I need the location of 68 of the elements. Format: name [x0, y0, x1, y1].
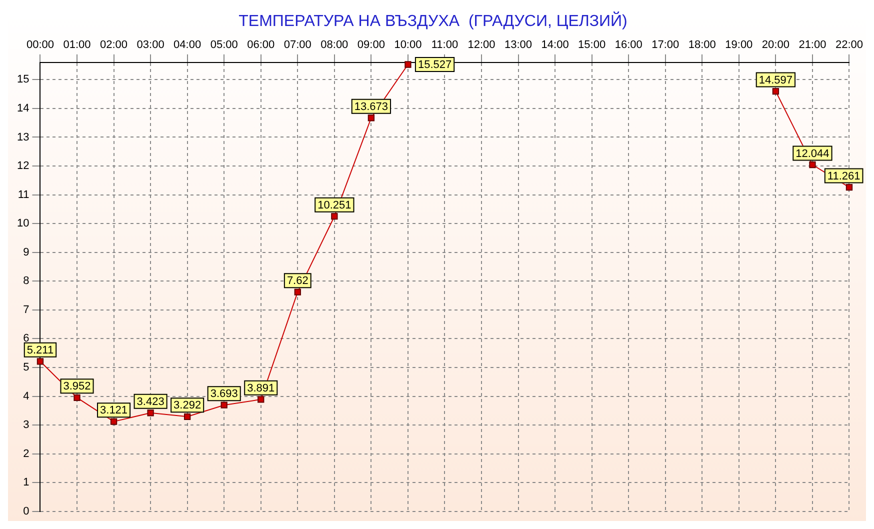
- x-tick-label: 21:00: [798, 38, 826, 51]
- x-tick-label: 06:00: [247, 38, 275, 51]
- point: [331, 213, 338, 220]
- data-label: 10.251: [318, 199, 352, 212]
- x-tick-label: 05:00: [210, 38, 238, 51]
- data-label: 5.211: [26, 344, 54, 356]
- y-tick-label: 5: [23, 362, 30, 374]
- x-tick-label: 15:00: [578, 38, 606, 51]
- y-tick-label: 13: [16, 131, 30, 144]
- point: [294, 288, 301, 296]
- x-tick-label: 18:00: [688, 38, 716, 51]
- point: [74, 394, 80, 401]
- data-label: 3.952: [63, 380, 91, 393]
- point: [110, 418, 118, 425]
- x-tick-label: 03:00: [136, 38, 164, 51]
- x-tick-label: 07:00: [284, 38, 312, 51]
- data-label: 14.597: [758, 74, 793, 86]
- y-tick-label: 11: [18, 188, 30, 201]
- data-label: 7.62: [286, 275, 308, 288]
- y-tick-label: 0: [23, 505, 30, 518]
- data-label: 3.292: [174, 400, 202, 412]
- point: [258, 396, 264, 403]
- x-tick-label: 11:00: [431, 38, 458, 51]
- y-tick-label: 6: [23, 332, 30, 345]
- y-tick-label: 10: [16, 218, 30, 230]
- y-tick-label: 8: [23, 275, 30, 288]
- x-tick-label: 13:00: [504, 38, 532, 51]
- data-label: 15.527: [418, 59, 452, 72]
- y-tick-label: 9: [23, 246, 30, 258]
- point: [36, 358, 44, 365]
- y-tick-label: 3: [23, 419, 30, 432]
- x-tick-label: 08:00: [320, 38, 348, 51]
- x-tick-label: 09:00: [357, 38, 385, 51]
- x-tick-label: 20:00: [762, 38, 790, 51]
- x-tick-label: 16:00: [614, 38, 642, 51]
- x-tick-label: 12:00: [468, 38, 496, 51]
- point: [184, 413, 191, 420]
- y-tick-label: 7: [23, 304, 30, 316]
- x-tick-label: 22:00: [835, 38, 863, 51]
- x-tick-label: 00:00: [26, 38, 54, 51]
- x-tick-label: 01:00: [63, 38, 91, 51]
- x-tick-label: 17:00: [652, 38, 680, 51]
- point: [147, 410, 154, 416]
- y-tick-label: 15: [16, 74, 30, 86]
- data-label: 3.121: [100, 404, 128, 417]
- y-tick-label: 12: [16, 160, 30, 172]
- y-tick-label: 4: [23, 390, 30, 402]
- data-label: 13.673: [354, 100, 388, 113]
- data-label: 12.044: [796, 148, 830, 160]
- x-tick-label: 19:00: [725, 38, 753, 51]
- data-label: 3.693: [210, 388, 238, 400]
- chart-title: ТЕМПЕРАТУРА НА ВЪЗДУХА (ГРАДУСИ, ЦЕЛЗИЙ): [238, 11, 628, 30]
- y-tick-label: 1: [23, 476, 30, 489]
- point: [404, 61, 412, 68]
- x-tick-label: 14:00: [541, 38, 569, 51]
- point: [809, 161, 816, 168]
- point: [846, 184, 853, 191]
- point: [772, 88, 780, 95]
- data-label: 3.423: [136, 396, 164, 408]
- data-label: 3.891: [247, 382, 275, 394]
- x-tick-label: 02:00: [100, 38, 128, 51]
- x-tick-label: 10:00: [394, 38, 422, 51]
- y-tick-label: 2: [23, 448, 30, 460]
- data-label: 11.261: [827, 170, 860, 182]
- x-tick-label: 04:00: [174, 38, 202, 51]
- y-tick-label: 14: [16, 102, 30, 114]
- point: [220, 402, 228, 408]
- point: [368, 114, 375, 122]
